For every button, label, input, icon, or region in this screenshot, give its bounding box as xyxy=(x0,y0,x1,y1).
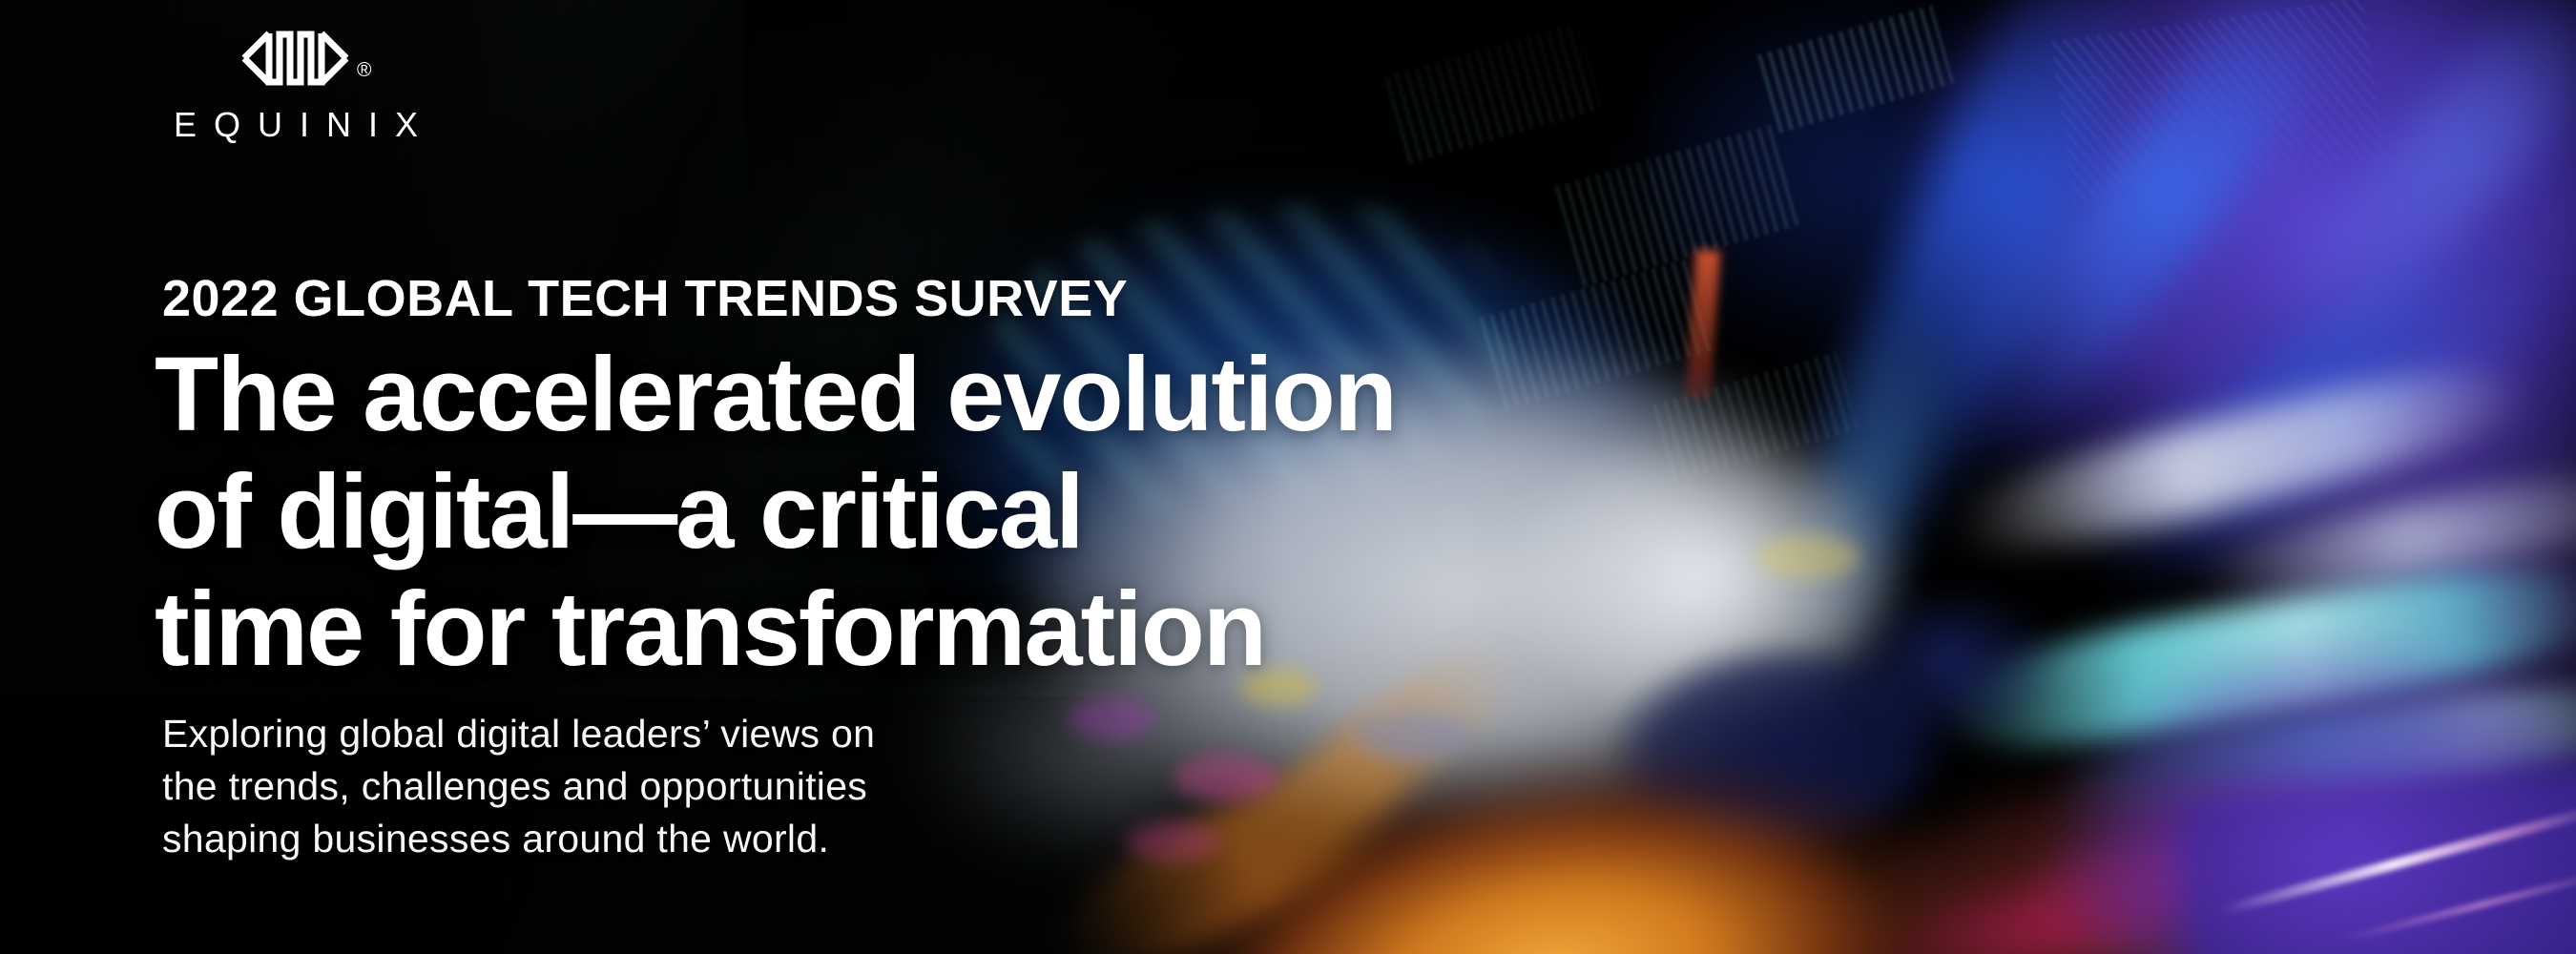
equinix-wordmark: EQUINIX xyxy=(174,105,436,144)
page-title: The accelerated evolution of digital—a c… xyxy=(155,336,1398,688)
subtitle: Exploring global digital leaders’ views … xyxy=(162,712,876,861)
eyebrow: 2022 GLOBAL TECH TRENDS SURVEY xyxy=(162,270,1129,327)
equinix-logo-mark xyxy=(241,31,349,86)
registered-trademark-symbol: ® xyxy=(357,59,372,81)
equinix-logo: ® EQUINIX xyxy=(168,21,422,145)
